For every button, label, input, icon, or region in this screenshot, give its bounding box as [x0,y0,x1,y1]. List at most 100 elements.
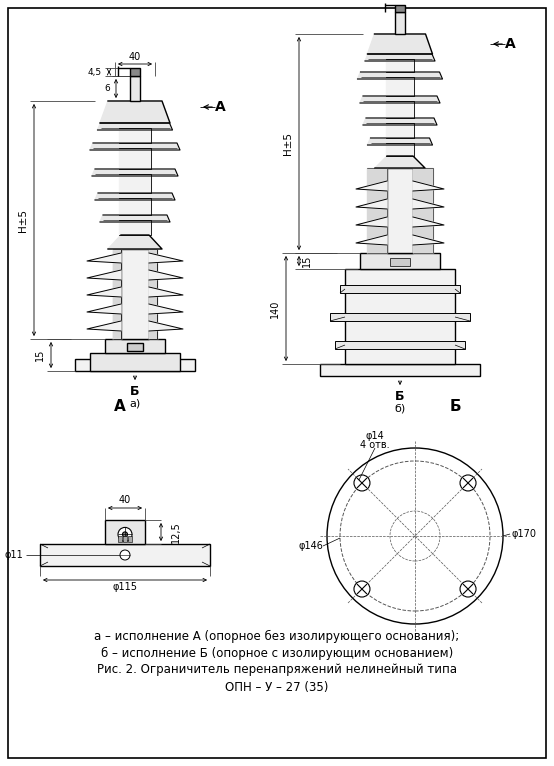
Polygon shape [365,54,435,61]
Polygon shape [119,198,151,215]
Bar [75,359,195,371]
Polygon shape [92,169,178,176]
Polygon shape [360,96,440,103]
Bar [340,285,460,293]
Polygon shape [149,287,183,297]
Text: б): б) [394,403,406,413]
Polygon shape [119,174,151,193]
Polygon shape [367,138,433,145]
Polygon shape [98,123,172,130]
Circle shape [460,581,476,597]
Bar [335,341,465,349]
Polygon shape [413,217,444,227]
Bar [390,258,410,266]
Polygon shape [149,249,157,339]
Text: 12,5: 12,5 [171,521,181,543]
Text: Рис. 2. Ограничитель перенапряжений нелинейный типа: Рис. 2. Ограничитель перенапряжений нели… [97,663,457,676]
Bar [128,536,132,542]
Polygon shape [87,321,121,331]
Polygon shape [87,304,121,314]
Polygon shape [95,193,175,200]
Polygon shape [87,287,121,297]
Polygon shape [356,199,387,209]
Polygon shape [87,270,121,280]
Text: А: А [214,100,225,114]
Polygon shape [386,77,414,96]
Polygon shape [149,321,183,331]
Polygon shape [149,249,157,339]
Bar [330,313,470,321]
Polygon shape [367,168,387,253]
Polygon shape [113,249,121,339]
Circle shape [460,475,476,491]
Circle shape [354,475,370,491]
Text: Н±5: Н±5 [283,132,293,155]
Bar [90,353,180,371]
Polygon shape [413,181,444,191]
Bar [127,343,143,351]
Polygon shape [119,148,151,169]
Bar [105,339,165,353]
Bar [387,168,413,253]
Polygon shape [375,156,425,168]
Polygon shape [87,253,121,263]
Text: φ146: φ146 [298,541,323,551]
Polygon shape [90,143,180,150]
Text: А: А [505,37,515,51]
Text: φ115: φ115 [112,582,137,592]
Text: 140: 140 [270,300,280,318]
Polygon shape [386,143,414,156]
Text: 4 отв.: 4 отв. [360,440,390,450]
Bar [345,269,455,364]
Polygon shape [100,101,170,123]
Polygon shape [100,215,170,222]
Polygon shape [367,34,433,54]
Polygon shape [149,253,183,263]
Bar [360,253,440,269]
Polygon shape [357,72,443,79]
Polygon shape [149,270,183,280]
Text: 40: 40 [129,52,141,62]
Text: ОПН – У – 27 (35): ОПН – У – 27 (35) [225,680,329,693]
Polygon shape [386,123,414,138]
Text: Б: Б [130,385,140,398]
Text: φ170: φ170 [512,529,537,539]
Text: 4,5: 4,5 [88,67,102,77]
Bar [130,76,140,101]
Bar [121,249,149,339]
Text: 6: 6 [104,84,110,93]
Text: А: А [114,398,126,414]
Bar [130,68,140,76]
Bar [105,520,145,544]
Bar [118,536,122,542]
Polygon shape [413,235,444,245]
Text: а – исполнение А (опорное без изолирующего основания);: а – исполнение А (опорное без изолирующе… [94,630,460,643]
Polygon shape [119,220,151,235]
Polygon shape [413,168,433,253]
Polygon shape [108,235,162,249]
Text: Н±5: Н±5 [18,208,28,231]
Polygon shape [363,118,437,125]
Text: Б: Б [395,389,405,402]
Text: Б: Б [449,398,461,414]
Polygon shape [356,235,387,245]
Circle shape [118,528,132,542]
Bar [395,5,405,12]
Polygon shape [119,128,151,143]
Text: φ11: φ11 [4,550,23,560]
Text: б – исполнение Б (опорное с изолирующим основанием): б – исполнение Б (опорное с изолирующим … [101,647,453,660]
Polygon shape [356,217,387,227]
Bar [395,12,405,34]
Text: 40: 40 [119,495,131,505]
Circle shape [354,581,370,597]
Polygon shape [386,101,414,118]
Polygon shape [386,59,414,72]
Circle shape [122,532,127,537]
Polygon shape [413,199,444,209]
Text: 15: 15 [35,349,45,362]
Polygon shape [113,249,121,339]
Circle shape [120,550,130,560]
Bar [320,364,480,376]
Text: φ14: φ14 [366,431,384,441]
Text: а): а) [130,398,141,408]
